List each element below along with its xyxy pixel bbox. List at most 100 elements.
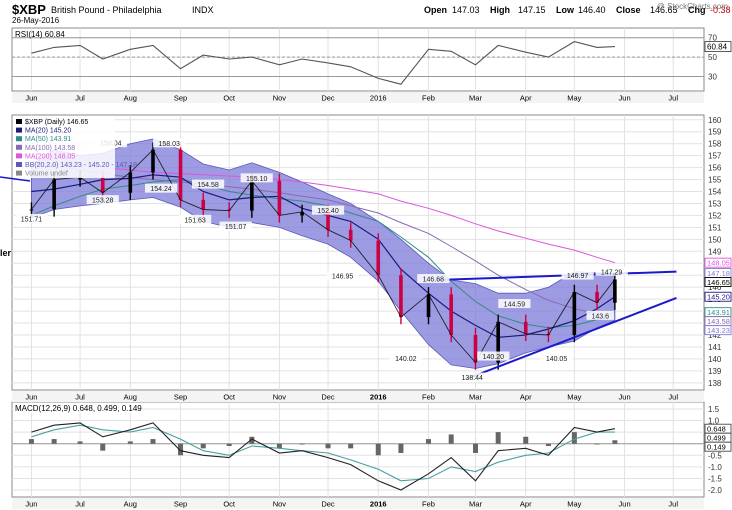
macd-x-tick-label: Aug: [124, 500, 137, 509]
price-body: [449, 294, 453, 335]
point-label: 140.02: [395, 356, 417, 363]
right-value-label: 147.18: [707, 269, 730, 278]
watermark: @ StockCharts.com: [657, 2, 729, 11]
point-label-bg: [240, 173, 273, 183]
legend-swatch: [16, 162, 22, 167]
price-x-tick-label: Apr: [520, 393, 532, 402]
rsi-x-tick-label: Oct: [223, 94, 236, 103]
legend-entry: MA(20) 145.20: [25, 128, 71, 135]
price-x-tick-label: Oct: [223, 393, 236, 402]
y-tick-label: -1.5: [708, 474, 722, 483]
point-label: 154.58: [197, 182, 219, 189]
price-x-tick-label: Jul: [668, 393, 678, 402]
macd-hist-bar: [127, 441, 133, 444]
legend-entry: MA(100) 143.58: [25, 145, 75, 152]
rsi-line: [31, 41, 615, 85]
chart-date: 26-May-2016: [12, 16, 60, 25]
macd-hist-bar: [425, 439, 431, 444]
price-x-tick-label: May: [567, 393, 581, 402]
macd-value-label: 0.648: [707, 425, 726, 434]
macd-hist-bar: [178, 443, 184, 456]
y-tick-label: -1.0: [708, 463, 722, 472]
macd-line: [31, 422, 616, 491]
macd-x-tick-label: Jul: [75, 500, 85, 509]
price-x-tick-label: Jun: [619, 393, 631, 402]
price-body: [473, 335, 478, 363]
price-body: [399, 275, 403, 318]
rsi-x-tick-label: May: [567, 94, 581, 103]
x-axis-strip: [12, 391, 704, 402]
point-label: 155.10: [246, 176, 268, 183]
price-body: [151, 149, 155, 173]
macd-hist-bar: [150, 439, 156, 444]
rsi-x-tick-label: Feb: [422, 94, 435, 103]
right-value-box: [704, 291, 732, 302]
macd-hist-bar: [77, 441, 83, 444]
bollinger-band: [31, 138, 616, 369]
macd-x-tick-label: Dec: [321, 500, 335, 509]
macd-hist-bar: [448, 434, 454, 444]
y-tick-label: 160: [708, 116, 722, 125]
macd-hist-bar: [472, 443, 478, 453]
macd-hist-bar: [299, 443, 305, 445]
y-tick-label: 158: [708, 140, 722, 149]
macd-x-tick-label: Feb: [422, 500, 435, 509]
point-label: 140.05: [546, 356, 568, 363]
rsi-title: RSI(14) 60.84: [15, 30, 65, 39]
price-body: [277, 180, 282, 216]
point-label-bg: [417, 274, 450, 284]
point-label-bg: [144, 183, 178, 193]
price-body: [52, 179, 56, 210]
point-label: 146.95: [332, 273, 354, 280]
macd-x-tick-label: May: [567, 500, 581, 509]
price-body: [613, 279, 617, 303]
legend-swatch: [16, 136, 22, 142]
price-body: [523, 321, 528, 334]
ohlc-value: 146.40: [578, 5, 606, 15]
price-x-tick-label: Mar: [469, 393, 482, 402]
macd-panel: 1.51.00.50.0-0.5-1.0-1.5-2.00.6480.4990.…: [11, 401, 732, 498]
y-tick-label: 157: [708, 152, 722, 161]
trendline: [465, 297, 677, 381]
macd-signal-line: [31, 424, 615, 482]
price-x-tick-label: Sep: [174, 393, 187, 402]
point-label-bg: [219, 221, 252, 231]
ohlc-label: Low: [556, 5, 575, 15]
y-tick-label: 154: [708, 188, 722, 197]
point-label-bg: [179, 214, 212, 224]
right-value-box: [704, 325, 732, 336]
point-label: 146.97: [567, 273, 589, 280]
y-tick-label: 50: [708, 53, 717, 62]
point-label: 152.40: [317, 208, 339, 215]
rsi-x-tick-label: Jun: [25, 94, 37, 103]
stray-label: ler: [0, 248, 12, 258]
macd-value-box: [704, 441, 732, 452]
price-body: [572, 291, 577, 335]
price-x-tick-label: Dec: [321, 393, 335, 402]
price-body: [178, 149, 183, 200]
macd-value-label: 0.499: [707, 434, 726, 443]
y-tick-label: 151: [708, 223, 722, 232]
point-label-bg: [86, 195, 119, 205]
panel-frame: [11, 27, 705, 92]
point-label-bg: [586, 310, 615, 320]
macd-hist-bar: [545, 443, 551, 447]
ohlc-value: 147.15: [518, 5, 546, 15]
price-body: [128, 172, 133, 193]
point-label: 147.29: [601, 269, 623, 276]
price-body: [426, 294, 431, 318]
price-body: [326, 211, 330, 230]
y-tick-label: 30: [708, 72, 717, 81]
macd-value-label: 0.149: [707, 443, 726, 452]
price-x-tick-label: Jun: [25, 393, 37, 402]
rsi-last-value-box: [704, 41, 732, 52]
point-label-bg: [561, 270, 594, 280]
y-tick-label: 1.0: [708, 417, 720, 426]
macd-hist-bar: [325, 443, 331, 449]
ohlc-value: -0.38 (-0.26%): [710, 5, 732, 15]
legend-entry: BB(20,2.0) 143.23 - 145.20 - 147.18: [25, 162, 137, 169]
price-body: [201, 199, 206, 210]
price-body: [100, 177, 105, 193]
